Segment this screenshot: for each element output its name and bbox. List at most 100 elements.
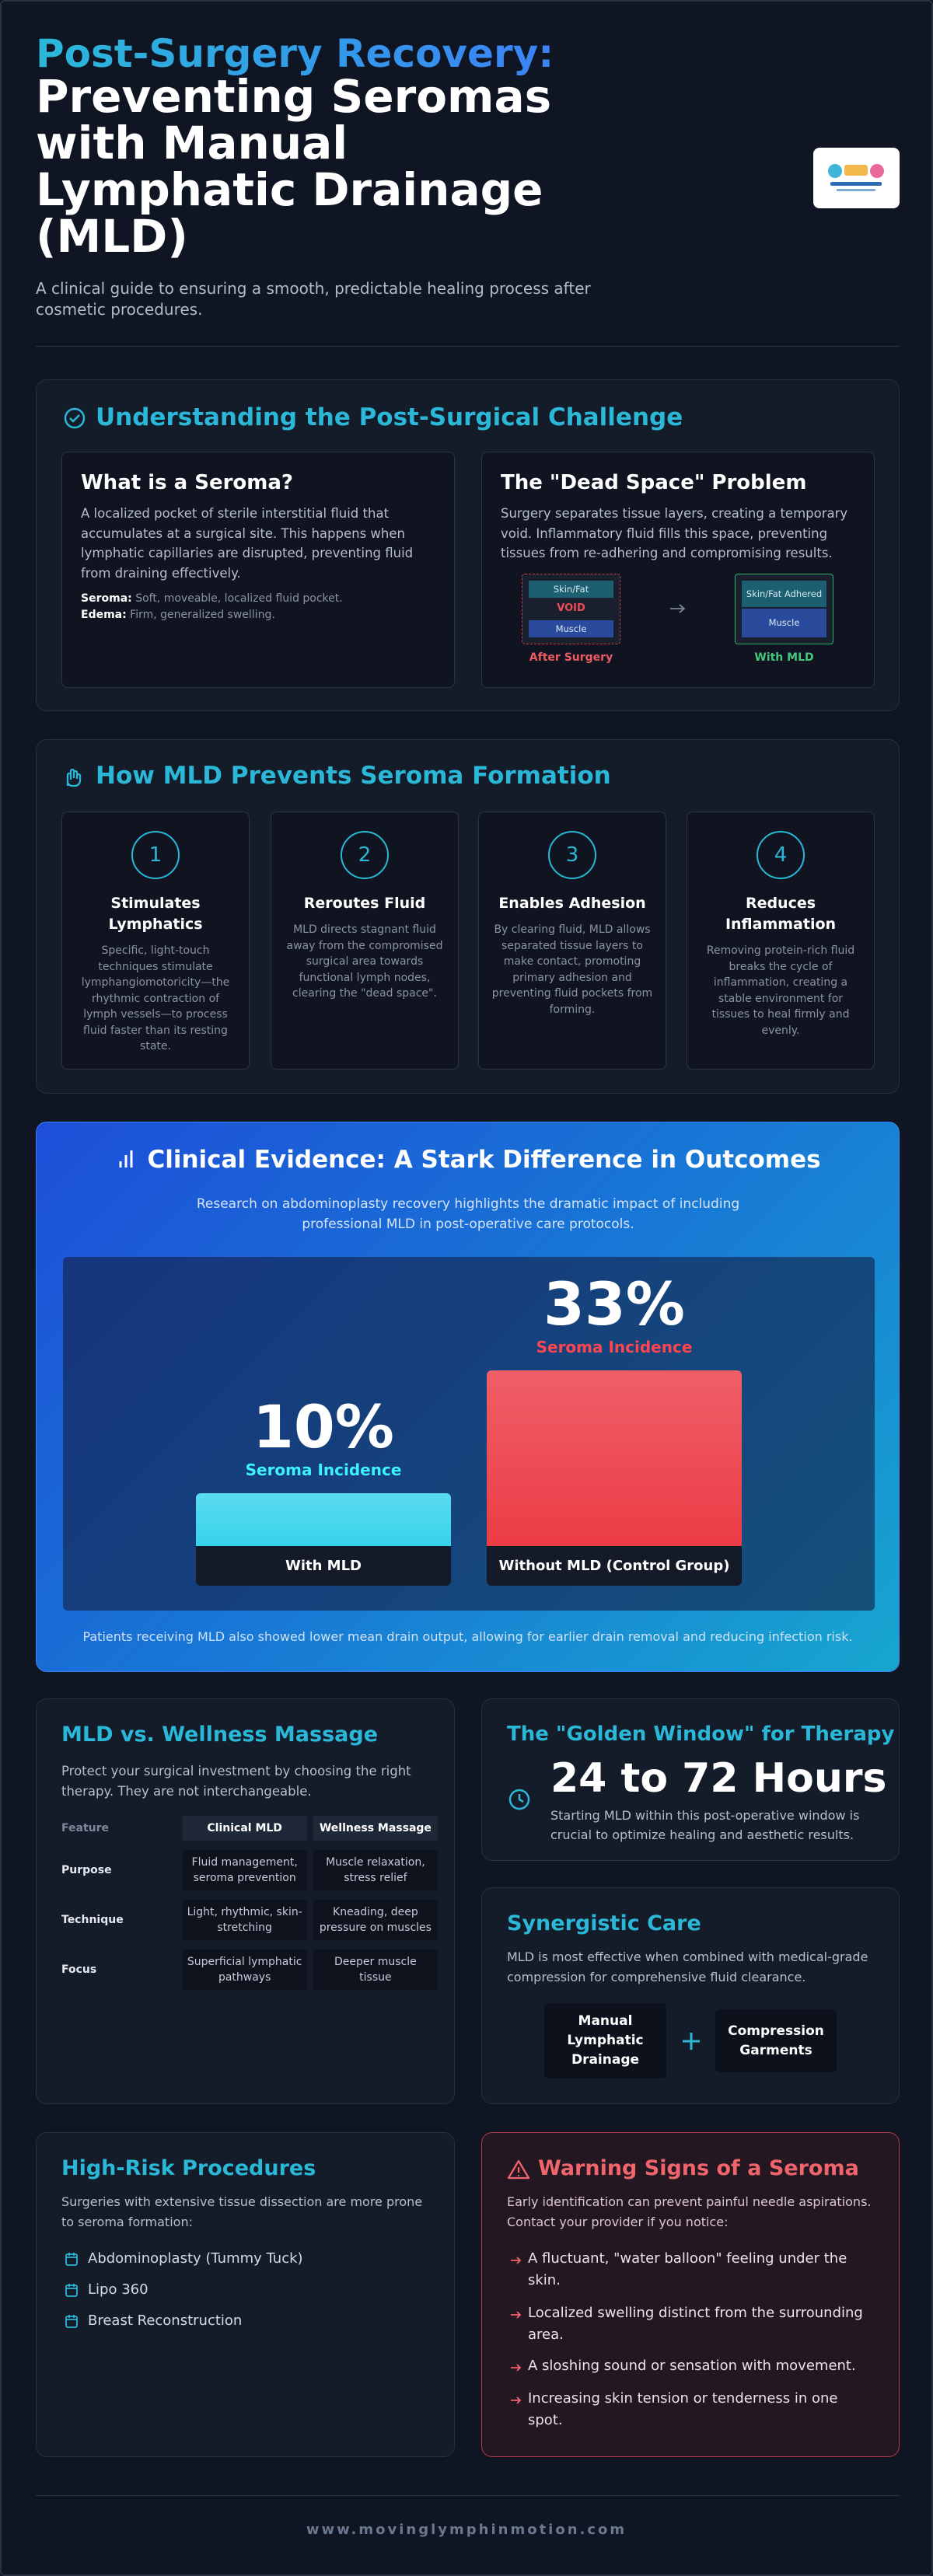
arrow-icon	[511, 2364, 522, 2372]
value-label: 10%	[253, 1391, 394, 1461]
arrow-icon	[511, 2257, 522, 2264]
chart-panel: With MLD 10% Seroma Incidence Without MLD (…	[63, 1257, 875, 1611]
tissue-layer: Muscle	[742, 609, 826, 637]
row-label: Focus	[61, 1963, 97, 1976]
clock-icon	[508, 1789, 530, 1810]
table-cell: Muscle relaxation, stress relief	[313, 1850, 438, 1890]
step-card: 2 Reroutes Fluid MLD directs stagnant flu…	[271, 812, 459, 1070]
card-title: What is a Seroma?	[81, 471, 294, 494]
calendar-icon	[65, 2315, 78, 2328]
synergy-card: Synergistic Care MLD is most effective w…	[481, 1887, 900, 2104]
procedure-item: Breast Reconstruction	[88, 2312, 243, 2329]
step-title: Reduces Inflammation	[725, 895, 837, 933]
arrow-icon	[670, 604, 686, 613]
hand-icon	[66, 768, 82, 787]
section-heading: MLD vs. Wellness Massage	[61, 1723, 379, 1747]
term-definition: Soft, moveable, localized fluid pocket.	[135, 592, 343, 605]
section-heading: Warning Signs of a Seroma	[538, 2156, 859, 2180]
window-card: The "Golden Window" for Therapy 24 to 72…	[481, 1698, 900, 1861]
step-text: Specific, light-touch techniques stimula…	[81, 944, 230, 1052]
section-text: MLD is most effective when combined with…	[507, 1949, 868, 1984]
diagram-caption: With MLD	[754, 651, 814, 664]
procedure-item: Lipo 360	[88, 2281, 149, 2298]
value-label: 33%	[543, 1269, 685, 1339]
table-header: Feature	[61, 1822, 109, 1834]
main-title: Preventing Seromas with Manual Lymphatic…	[36, 70, 552, 263]
tissue-layer: Muscle	[529, 620, 613, 637]
section-heading: Clinical Evidence: A Stark Difference in…	[147, 1146, 821, 1174]
term-row: Seroma: Soft, moveable, localized fluid …	[81, 591, 343, 607]
term: Seroma:	[81, 592, 132, 605]
step-title: Reroutes Fluid	[303, 895, 426, 912]
table-row: Feature Clinical MLD Wellness Massage	[61, 1816, 438, 1841]
procedure-item: Abdominoplasty (Tummy Tuck)	[88, 2250, 303, 2267]
row-label: Technique	[61, 1914, 124, 1926]
category-label: Without MLD (Control Group)	[487, 1546, 742, 1586]
section-heading: Synergistic Care	[507, 1911, 701, 1935]
step-card: 1 Stimulates Lymphatics Specific, light-t…	[61, 812, 250, 1070]
logo-art	[828, 164, 884, 191]
arrow-icon	[511, 2311, 522, 2319]
section-heading: How MLD Prevents Seroma Formation	[96, 762, 611, 790]
table-cell: Superficial lymphatic pathways	[182, 1949, 307, 1990]
card-text: Surgery separates tissue layers, creatin…	[501, 506, 848, 560]
table-header: Wellness Massage	[313, 1816, 438, 1841]
before-diagram: Skin/Fat VOID Muscle	[522, 574, 620, 644]
warning-item: Localized swelling distinct from the sur…	[528, 2305, 863, 2343]
after-diagram: Skin/Fat Adhered Muscle	[735, 574, 833, 644]
bar	[196, 1492, 451, 1546]
table-cell: Kneading, deep pressure on muscles	[313, 1900, 438, 1940]
bar	[487, 1370, 742, 1546]
section-text: Protect your surgical investment by choo…	[61, 1764, 411, 1799]
value-caption: Seroma Incidence	[536, 1338, 693, 1356]
warning-item: A fluctuant, "water balloon" feeling und…	[528, 2250, 847, 2288]
step-text: By clearing fluid, MLD allows separated …	[491, 923, 653, 1016]
synergy-item: Compression Garments	[715, 2009, 837, 2072]
term: Edema:	[81, 609, 127, 621]
section-heading: High-Risk Procedures	[61, 2156, 316, 2180]
arrow-icon	[511, 2396, 522, 2404]
section-heading: Understanding the Post-Surgical Challeng…	[96, 403, 683, 431]
category-label: With MLD	[196, 1546, 451, 1586]
logo	[813, 148, 900, 208]
warnings-card: Warning Signs of a Seroma Early identifi…	[481, 2132, 900, 2457]
footer-divider	[36, 2495, 900, 2496]
step-number: 3	[548, 831, 596, 879]
section-text: Early identification can prevent painful…	[507, 2194, 872, 2229]
step-card: 4 Reduces Inflammation Removing protein-r…	[687, 812, 875, 1070]
section-text: Starting MLD within this post-operative …	[550, 1808, 860, 1842]
evidence-text: Research on abdominoplasty recovery high…	[196, 1196, 740, 1232]
footer-url: www.movinglymphinmotion.com	[306, 2522, 627, 2538]
calendar-icon	[65, 2284, 78, 2297]
step-text: MLD directs stagnant fluid away from the…	[286, 923, 443, 1000]
step-number: 4	[757, 831, 805, 879]
diagram-caption: After Surgery	[529, 651, 613, 664]
calendar-icon	[65, 2253, 78, 2266]
plus-icon	[683, 2033, 700, 2050]
seroma-card: What is a Seroma? A localized pocket of …	[61, 452, 455, 688]
dead-space-card: The "Dead Space" Problem Surgery separat…	[481, 452, 875, 688]
step-content: Reduces Inflammation Removing protein-ric…	[698, 893, 863, 1038]
value-caption: Seroma Incidence	[245, 1460, 402, 1479]
warning-icon	[507, 2159, 530, 2180]
table-cell: Deeper muscle tissue	[313, 1949, 438, 1990]
chart-icon	[119, 1150, 133, 1168]
kicker: Post-Surgery Recovery:	[36, 31, 554, 76]
comparison-table: Feature Clinical MLD Wellness Massage Purp…	[55, 1806, 444, 1999]
card-text: A localized pocket of sterile interstiti…	[81, 506, 414, 581]
step-card: 3 Enables Adhesion By clearing fluid, MLD…	[478, 812, 666, 1070]
window-highlight: 24 to 72 Hours	[550, 1755, 887, 1802]
subtitle: A clinical guide to ensuring a smooth, p…	[36, 279, 591, 319]
table-header: Clinical MLD	[182, 1816, 307, 1841]
step-content: Stimulates Lymphatics Specific, light-tou…	[73, 893, 238, 1055]
tissue-layer: Skin/Fat Adhered	[742, 581, 826, 607]
procedures-card: High-Risk Procedures Surgeries with exte…	[36, 2132, 455, 2457]
section-text: Surgeries with extensive tissue dissecti…	[61, 2194, 423, 2229]
evidence-note: Patients receiving MLD also showed lower…	[82, 1629, 853, 1644]
tissue-layer: Skin/Fat	[529, 581, 613, 598]
table-row: Technique Light, rhythmic, skin-stretchin…	[61, 1900, 438, 1940]
step-number: 2	[341, 831, 389, 879]
